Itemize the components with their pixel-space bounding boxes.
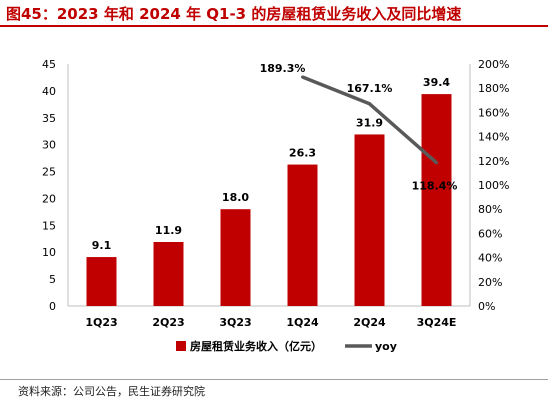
y-right-tick-label: 200% bbox=[478, 58, 509, 71]
x-tick-label: 1Q24 bbox=[286, 316, 319, 329]
y-left-tick-label: 15 bbox=[42, 219, 56, 232]
bar bbox=[153, 242, 184, 306]
y-left-tick-label: 20 bbox=[42, 192, 56, 205]
bar bbox=[287, 164, 318, 306]
chart-title: 图45：2023 年和 2024 年 Q1-3 的房屋租赁业务收入及同比增速 bbox=[6, 5, 462, 23]
bar bbox=[86, 257, 117, 306]
bar-data-label: 18.0 bbox=[222, 191, 249, 204]
legend: 房屋租赁业务收入（亿元） yoy bbox=[176, 339, 397, 353]
chart: 0 5 10 15 20 25 30 35 40 45 0% 20% 40% 60% 80% 100% 120%… bbox=[42, 58, 509, 353]
y-left-tick-label: 5 bbox=[49, 273, 56, 286]
title-rule bbox=[0, 25, 548, 27]
y-left-tick-label: 30 bbox=[42, 139, 56, 152]
bar-data-label: 11.9 bbox=[155, 224, 182, 237]
x-tick-label: 2Q23 bbox=[152, 316, 184, 329]
y-left-tick-label: 0 bbox=[49, 300, 56, 313]
y-left-tick-label: 45 bbox=[42, 58, 56, 71]
bar bbox=[421, 94, 452, 306]
yoy-line-series bbox=[301, 75, 438, 165]
y-right-tick-label: 40% bbox=[478, 252, 502, 265]
y-right-tick-label: 20% bbox=[478, 276, 502, 289]
axes: 0 5 10 15 20 25 30 35 40 45 0% 20% 40% 60% 80% 100% 120%… bbox=[42, 58, 509, 329]
yoy-data-label: 167.1% bbox=[347, 82, 393, 95]
y-right-tick-label: 60% bbox=[478, 227, 502, 240]
data-labels: 9.1 11.9 18.0 26.3 31.9 39.4 189.3% 167.1% 118.4… bbox=[92, 62, 458, 252]
bar bbox=[220, 209, 251, 306]
x-tick-label: 1Q23 bbox=[85, 316, 117, 329]
y-left-tick-label: 40 bbox=[42, 85, 56, 98]
y-right-tick-label: 100% bbox=[478, 179, 509, 192]
y-right-tick-label: 120% bbox=[478, 155, 509, 168]
y-right-tick-label: 0% bbox=[478, 300, 495, 313]
yoy-point bbox=[368, 102, 371, 106]
y-right-tick-label: 180% bbox=[478, 82, 509, 95]
bar-data-label: 9.1 bbox=[92, 239, 112, 252]
y-right-tick-label: 80% bbox=[478, 203, 502, 216]
bar bbox=[354, 134, 385, 306]
y-right-tick-label: 160% bbox=[478, 106, 509, 119]
legend-swatch-bar bbox=[176, 341, 186, 351]
y-left-tick-label: 25 bbox=[42, 166, 56, 179]
bar-data-label: 39.4 bbox=[423, 76, 450, 89]
source-note: 资料来源：公司公告，民生证券研究院 bbox=[18, 385, 205, 398]
yoy-point bbox=[301, 75, 304, 79]
yoy-data-label: 118.4% bbox=[412, 180, 458, 193]
yoy-data-label: 189.3% bbox=[260, 62, 306, 75]
legend-label-bar: 房屋租赁业务收入（亿元） bbox=[190, 339, 322, 353]
bar-series bbox=[86, 94, 452, 306]
x-tick-label: 2Q24 bbox=[353, 316, 386, 329]
x-tick-label: 3Q24E bbox=[417, 316, 457, 329]
bar-data-label: 31.9 bbox=[356, 116, 383, 129]
legend-label-line: yoy bbox=[375, 340, 397, 353]
source-rule bbox=[0, 379, 548, 380]
bar-data-label: 26.3 bbox=[289, 147, 316, 160]
y-left-tick-label: 35 bbox=[42, 112, 56, 125]
x-tick-label: 3Q23 bbox=[219, 316, 251, 329]
y-left-tick-label: 10 bbox=[42, 246, 56, 259]
yoy-point bbox=[435, 161, 438, 165]
y-right-tick-label: 140% bbox=[478, 131, 509, 144]
